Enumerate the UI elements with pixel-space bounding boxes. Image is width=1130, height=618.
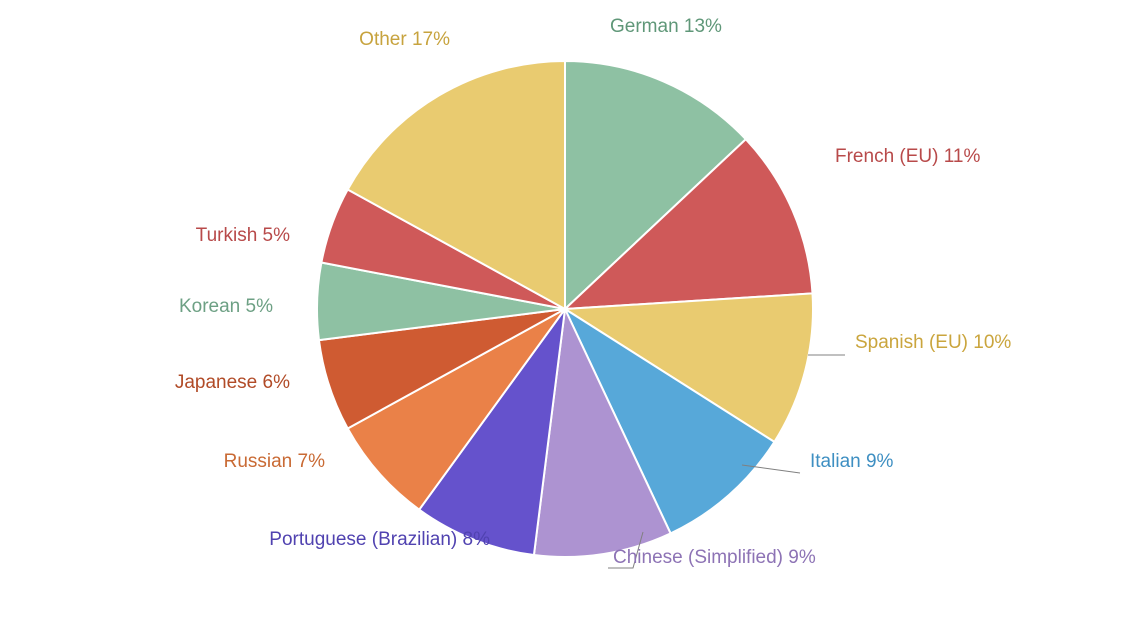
slice-label: Portuguese (Brazilian) 8%	[269, 529, 490, 551]
slice-label: Spanish (EU) 10%	[855, 332, 1011, 354]
slice-label: Italian 9%	[810, 451, 893, 473]
slice-label: Chinese (Simplified) 9%	[613, 547, 816, 569]
slice-label: German 13%	[610, 16, 722, 38]
slice-label: Other 17%	[359, 29, 450, 51]
slice-label: French (EU) 11%	[835, 146, 980, 168]
slice-label: Turkish 5%	[196, 225, 290, 247]
slice-label: Japanese 6%	[175, 372, 290, 394]
pie-chart-svg	[0, 0, 1130, 618]
pie-chart-container: German 13% French (EU) 11% Spanish (EU) 10…	[0, 0, 1130, 618]
slice-label: Russian 7%	[224, 451, 325, 473]
slice-label: Korean 5%	[179, 296, 273, 318]
